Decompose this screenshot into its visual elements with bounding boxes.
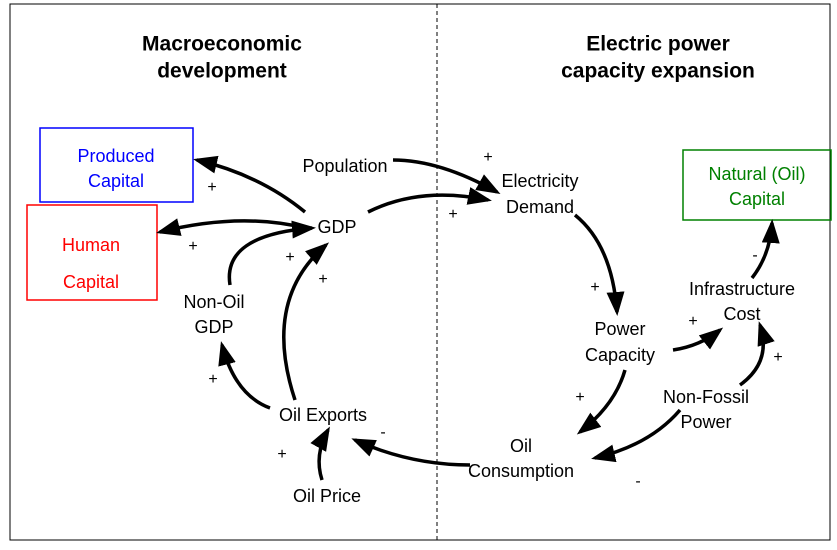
- polarity: +: [188, 238, 197, 255]
- link: [367, 187, 492, 214]
- node-label: Infrastructure: [689, 279, 795, 299]
- heading: Electric power: [586, 33, 730, 56]
- node-label: Population: [302, 156, 387, 176]
- polarity: +: [207, 179, 216, 196]
- heading: capacity expansion: [561, 60, 755, 83]
- node-label: Power: [594, 319, 645, 339]
- polarity-signs: + + + + + + + + - + + + - + -: [188, 149, 782, 490]
- node-label: Capital: [729, 189, 785, 209]
- node-label: Human: [62, 235, 120, 255]
- node-label: Demand: [506, 197, 574, 217]
- polarity: +: [483, 149, 492, 166]
- node-label: Capital: [63, 272, 119, 292]
- node-label: GDP: [194, 317, 233, 337]
- polarity: +: [590, 279, 599, 296]
- node-label: Power: [680, 412, 731, 432]
- node-label: GDP: [317, 217, 356, 237]
- node-label: Oil Price: [293, 486, 361, 506]
- link: [672, 327, 724, 352]
- node-label: Natural (Oil): [708, 164, 805, 184]
- node-label: Non-Fossil: [663, 387, 749, 407]
- link: [156, 218, 306, 236]
- node-label: Non-Oil: [183, 292, 244, 312]
- polarity: +: [285, 249, 294, 266]
- link: [218, 341, 271, 410]
- node-label: Cost: [723, 304, 760, 324]
- node-label: Consumption: [468, 461, 574, 481]
- polarity: +: [448, 206, 457, 223]
- arrows: [156, 155, 780, 481]
- link: [282, 242, 330, 401]
- polarity: -: [635, 473, 640, 490]
- produced-capital-box: [39, 127, 194, 203]
- node-label: Produced: [77, 146, 154, 166]
- polarity: +: [688, 313, 697, 330]
- link: [227, 220, 316, 286]
- human-capital-box: [26, 204, 158, 301]
- polarity: +: [575, 389, 584, 406]
- polarity: +: [773, 349, 782, 366]
- link: [750, 219, 780, 280]
- link: [351, 438, 471, 467]
- link: [576, 369, 627, 435]
- polarity: -: [752, 247, 757, 264]
- link: [392, 158, 501, 194]
- node-label: Oil Exports: [279, 405, 367, 425]
- natural-capital-box: [682, 149, 832, 221]
- node-label: Oil: [510, 436, 532, 456]
- heading: Macroeconomic: [142, 33, 302, 56]
- polarity: +: [208, 371, 217, 388]
- link: [573, 213, 625, 316]
- link: [193, 155, 307, 214]
- node-label: Capacity: [585, 345, 655, 365]
- link: [591, 408, 682, 463]
- polarity: -: [380, 424, 385, 441]
- frame: [9, 3, 831, 541]
- heading: development: [157, 60, 287, 83]
- polarity: +: [318, 271, 327, 288]
- link: [738, 321, 775, 387]
- polarity: +: [277, 446, 286, 463]
- node-label: Capital: [88, 171, 144, 191]
- node-label: Electricity: [501, 171, 578, 191]
- link: [310, 426, 330, 481]
